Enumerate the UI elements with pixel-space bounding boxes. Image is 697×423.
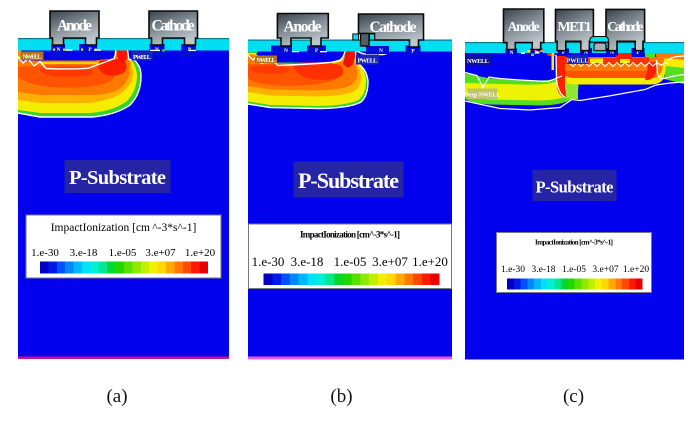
svg-text:1.e+20: 1.e+20: [185, 247, 216, 259]
svg-text:PWELL: PWELL: [358, 58, 379, 65]
svg-text:N: N: [379, 48, 383, 54]
svg-text:P: P: [315, 48, 319, 54]
svg-text:NWELL: NWELL: [23, 54, 43, 61]
svg-text:Cathode: Cathode: [607, 19, 643, 34]
svg-text:N: N: [57, 47, 61, 53]
svg-text:P-Substrate: P-Substrate: [69, 167, 166, 189]
svg-text:N: N: [584, 50, 588, 56]
svg-text:3.e-18: 3.e-18: [291, 254, 324, 269]
svg-text:1.e-05: 1.e-05: [334, 254, 367, 269]
svg-text:N: N: [510, 50, 514, 56]
svg-text:Cathode: Cathode: [152, 18, 195, 35]
svg-text:(c): (c): [563, 386, 584, 407]
svg-text:N: N: [284, 48, 288, 54]
svg-text:ImpactIonization [cm ^-3*s^-1]: ImpactIonization [cm ^-3*s^-1]: [51, 222, 197, 234]
svg-text:1.e-30: 1.e-30: [501, 265, 525, 275]
svg-text:NWELL: NWELL: [257, 58, 276, 64]
svg-text:Anode: Anode: [57, 18, 92, 35]
svg-text:ImpactIonization [cm^-3*s^-1]: ImpactIonization [cm^-3*s^-1]: [300, 230, 400, 240]
svg-text:1.e-05: 1.e-05: [562, 265, 586, 275]
svg-text:Anode: Anode: [284, 19, 322, 36]
svg-text:P-Substrate: P-Substrate: [298, 168, 399, 193]
svg-text:1.e+20: 1.e+20: [412, 254, 448, 269]
svg-text:PWELL: PWELL: [133, 54, 152, 61]
svg-text:(a): (a): [106, 386, 127, 407]
svg-text:N: N: [610, 50, 614, 56]
svg-text:3.e+07: 3.e+07: [592, 265, 618, 275]
svg-text:P: P: [411, 49, 415, 55]
svg-text:(b): (b): [330, 386, 352, 407]
svg-text:Deep NWELL: Deep NWELL: [465, 93, 501, 99]
svg-text:NWELL: NWELL: [467, 58, 490, 65]
svg-text:3.e+07: 3.e+07: [145, 247, 176, 259]
svg-text:3.e-18: 3.e-18: [531, 265, 555, 275]
svg-text:1.e-30: 1.e-30: [252, 254, 285, 269]
svg-text:3.e+07: 3.e+07: [372, 254, 408, 269]
svg-text:1.e-30: 1.e-30: [31, 247, 59, 259]
svg-text:P: P: [636, 50, 640, 56]
svg-text:MET1: MET1: [558, 20, 592, 35]
svg-text:ImpactIonization [cm^-3*s^-1]: ImpactIonization [cm^-3*s^-1]: [535, 239, 613, 247]
svg-text:Cathode: Cathode: [370, 19, 417, 36]
svg-text:P: P: [562, 50, 566, 56]
svg-text:PWELL: PWELL: [567, 59, 589, 65]
svg-text:3.e-18: 3.e-18: [70, 247, 98, 259]
svg-text:1.e-05: 1.e-05: [109, 247, 137, 259]
svg-text:1.e+20: 1.e+20: [623, 265, 649, 275]
svg-text:P: P: [88, 47, 92, 53]
svg-text:Anode: Anode: [508, 19, 540, 34]
svg-text:P-Substrate: P-Substrate: [536, 178, 614, 197]
